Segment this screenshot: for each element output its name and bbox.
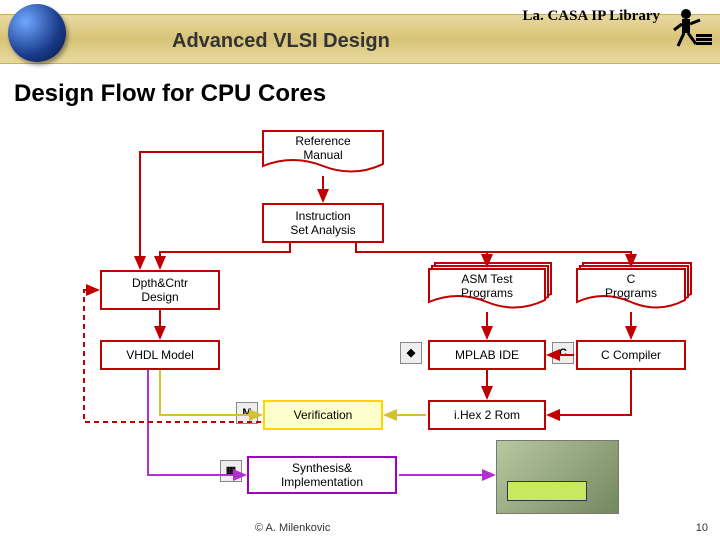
board-photo	[496, 440, 619, 514]
synth-icon: ▦	[220, 460, 242, 482]
header-title: Advanced VLSI Design	[172, 30, 390, 53]
arrow-isa_lbot-dpth_top	[160, 243, 290, 268]
footer-copyright: © A. Milenkovic	[255, 522, 330, 534]
arrow-ref_left-dpth_top2	[140, 152, 262, 268]
verif-icon: M	[236, 402, 258, 424]
node-verif: Verification	[263, 400, 383, 430]
header-brand: La. CASA IP Library	[522, 8, 660, 25]
footer-page: 10	[696, 522, 708, 534]
mascot-icon	[666, 4, 714, 52]
node-cprog-label: CPrograms	[576, 268, 686, 301]
node-asm-label: ASM TestPrograms	[428, 268, 546, 301]
node-ihex: i.Hex 2 Rom	[428, 400, 546, 430]
node-mplab: MPLAB IDE	[428, 340, 546, 370]
slide-title: Design Flow for CPU Cores	[14, 80, 326, 108]
node-cprog: CPrograms	[576, 268, 686, 310]
node-isa: InstructionSet Analysis	[262, 203, 384, 243]
arrow-ccomp_bot-ihex_r	[548, 370, 631, 415]
node-synth: Synthesis&Implementation	[247, 456, 397, 494]
ccomp-icon: C	[552, 342, 574, 364]
mplab-icon: ◆	[400, 342, 422, 364]
node-dpth: Dpth&CntrDesign	[100, 270, 220, 310]
node-vhdl: VHDL Model	[100, 340, 220, 370]
globe-icon	[8, 4, 66, 62]
node-ccomp: C Compiler	[576, 340, 686, 370]
node-ref: ReferenceManual	[262, 130, 384, 174]
node-ref-label: ReferenceManual	[262, 130, 384, 163]
node-asm: ASM TestPrograms	[428, 268, 546, 310]
